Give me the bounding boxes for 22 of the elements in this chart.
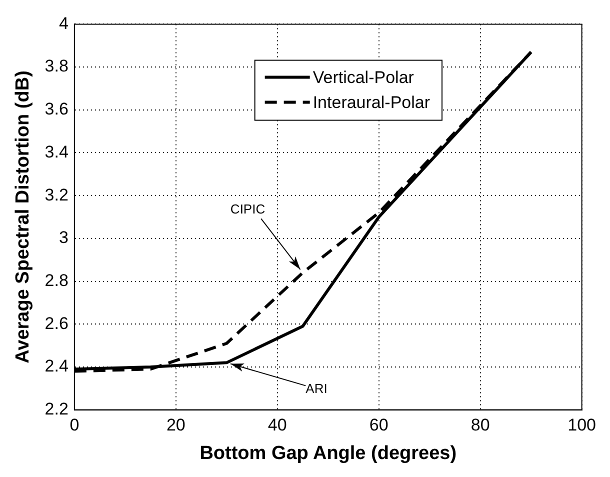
- annotation: CIPIC: [230, 201, 266, 216]
- legend-label: Interaural-Polar: [312, 92, 430, 112]
- y-tick-label: 3: [58, 228, 68, 248]
- y-tick-label: 3.2: [44, 185, 68, 204]
- annotation: ARI: [306, 381, 328, 396]
- y-tick-label: 2.4: [44, 356, 68, 376]
- x-tick-label: 100: [568, 416, 596, 435]
- x-tick-label: 40: [268, 416, 287, 435]
- legend-label: Vertical-Polar: [312, 68, 414, 87]
- y-tick-label: 3.4: [44, 142, 68, 162]
- y-tick-label: 2.6: [44, 314, 68, 333]
- y-tick-label: 2.8: [44, 270, 68, 290]
- x-tick-label: 80: [470, 416, 490, 435]
- y-tick-label: 2.2: [44, 399, 68, 418]
- x-tick-label: 60: [369, 416, 388, 435]
- x-axis-title: Bottom Gap Angle (degrees): [200, 442, 457, 464]
- y-tick-label: 3.6: [44, 100, 68, 119]
- x-tick-label: 20: [166, 416, 186, 435]
- y-tick-label: 3.8: [44, 56, 68, 76]
- x-tick-label: 0: [70, 416, 80, 435]
- y-tick-label: 4: [58, 14, 68, 33]
- y-axis-title: Average Spectral Distortion (dB): [12, 70, 34, 364]
